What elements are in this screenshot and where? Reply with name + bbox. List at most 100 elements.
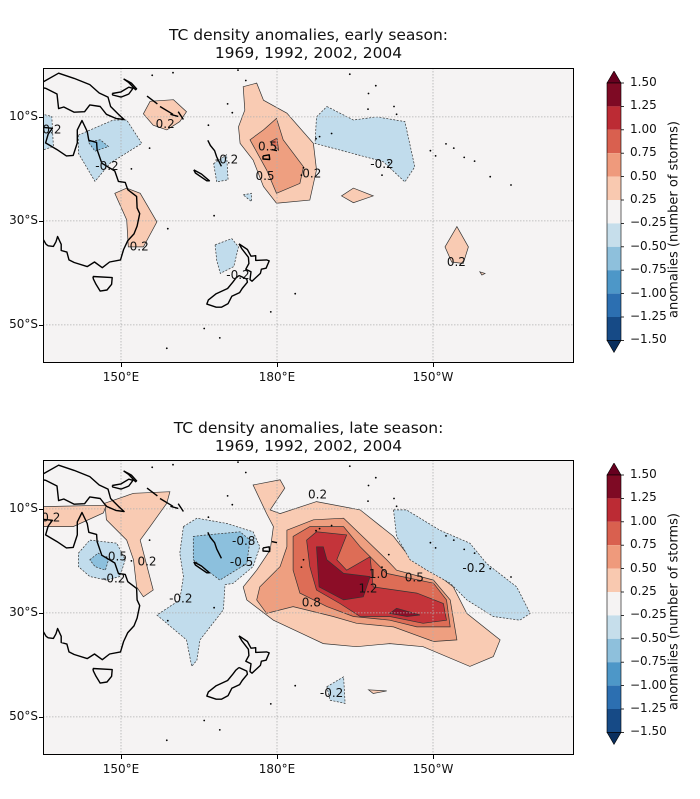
island-dot [387,553,390,556]
lat-tick-label: 30°S [9,212,38,227]
lon-tick-label: 150°E [102,370,140,384]
colorbar-segment [607,293,621,317]
colorbar-tick-label: −0.75 [630,654,667,669]
coastline [193,561,211,574]
negative-contour-region [393,509,531,621]
island-dot [463,548,466,551]
colorbar-segment [607,662,621,686]
colorbar-segment [607,153,621,177]
island-dot [151,466,154,469]
colorbar-tick-label: 1.25 [630,490,657,505]
colorbar-tick-label: −1.25 [630,309,667,323]
island-dot [367,500,369,502]
coastline [170,113,179,118]
colorbar-segment [607,246,621,271]
island-dot [237,461,239,463]
lon-tick-label: 180°E [258,762,296,776]
tick-mark [277,363,278,367]
colorbar-segment [607,223,621,247]
colorbar-segment [607,568,621,592]
colorbar-extend-min [606,340,622,353]
colorbar-segment [607,638,621,663]
colorbar-tick-label: 1.00 [630,513,657,528]
contour-label: 0.5 [255,169,274,183]
panel-1-map: -0.2 -0.2 0.2 0.2 -0.2 0.5 0.5 0.2 -0.2 -0.2 0.2 [43,68,574,363]
contour-label: 0.2 [447,255,466,269]
contour-label: 0.2 [137,554,156,568]
island-dot [300,174,303,176]
negative-contour-region [192,531,251,581]
island-dot [381,566,383,568]
island-dot [244,79,247,82]
island-dot [473,552,476,554]
island-dot [237,69,239,71]
coastline [44,119,141,269]
colorbar-tick-label: 1.25 [630,98,657,113]
contour-label: -0.2 [370,157,393,171]
colorbar-segment [607,615,621,639]
colorbar-tick-label: −1.00 [630,285,667,300]
colorbar-segment [607,200,621,224]
colorbar-tick-label: 1.00 [630,121,657,136]
island-dot [452,539,455,541]
negative-contour-region [314,106,416,183]
coastline [146,487,158,497]
island-dot [203,327,206,330]
island-dot [434,547,437,549]
colorbar-tick-label: −1.50 [630,724,667,739]
coastline [123,78,138,91]
colorbar-segment [607,129,621,154]
island-dot [367,92,370,95]
colorbar-tick-label: −0.50 [630,238,667,253]
contour-label: 0.5 [258,140,277,154]
island-dot [387,161,390,164]
colorbar-segment [607,475,621,499]
coastline [206,274,249,308]
colorbar-tick-label: −1.50 [630,332,667,347]
positive-contour-region [44,504,107,527]
island-dot [165,347,168,350]
positive-contour-region [444,225,469,264]
panel-2-title: TC density anomalies, late season: 1969,… [43,419,574,455]
coastline [177,503,184,512]
lon-tick-label: 150°E [102,762,140,776]
colorbar-tick-label: −0.25 [630,607,667,622]
island-dot [300,566,303,568]
colorbar-tick-label: 1.50 [630,467,657,481]
island-dot [429,541,432,544]
colorbar [606,71,624,353]
coastline [206,666,249,700]
island-dot [318,135,321,138]
contour-label: -0.2 [102,572,125,586]
contour-label: 0.2 [156,117,175,131]
positive-contour-region [367,689,387,694]
island-dot [244,471,247,474]
negative-contour-region [89,552,109,571]
colorbar-tick-label: 0.50 [630,560,657,575]
colorbar-extend-max [606,463,622,476]
negative-contour-region [214,238,239,274]
contour-label: -0.8 [232,534,255,548]
island-dot [463,156,466,159]
tick-mark [121,363,122,367]
island-dot [489,175,492,178]
coastline [44,72,125,121]
island-dot [207,124,210,127]
coastline [262,546,271,553]
panel-2-title-line1: TC density anomalies, late season: [173,419,444,437]
island-dot [151,74,154,77]
contour-label: -0.5 [104,550,127,564]
positive-contour-region [269,137,280,152]
tick-mark [39,324,43,326]
island-dot [231,111,234,114]
colorbar-segment [607,592,621,616]
colorbar-segment [607,270,621,294]
coastline [262,154,271,161]
lat-tick-label: 10°S [9,500,38,515]
island-dot [213,214,216,217]
contour-label: 0.5 [405,571,424,585]
island-dot [148,539,151,541]
island-dot [207,516,210,519]
coastline [207,139,223,167]
